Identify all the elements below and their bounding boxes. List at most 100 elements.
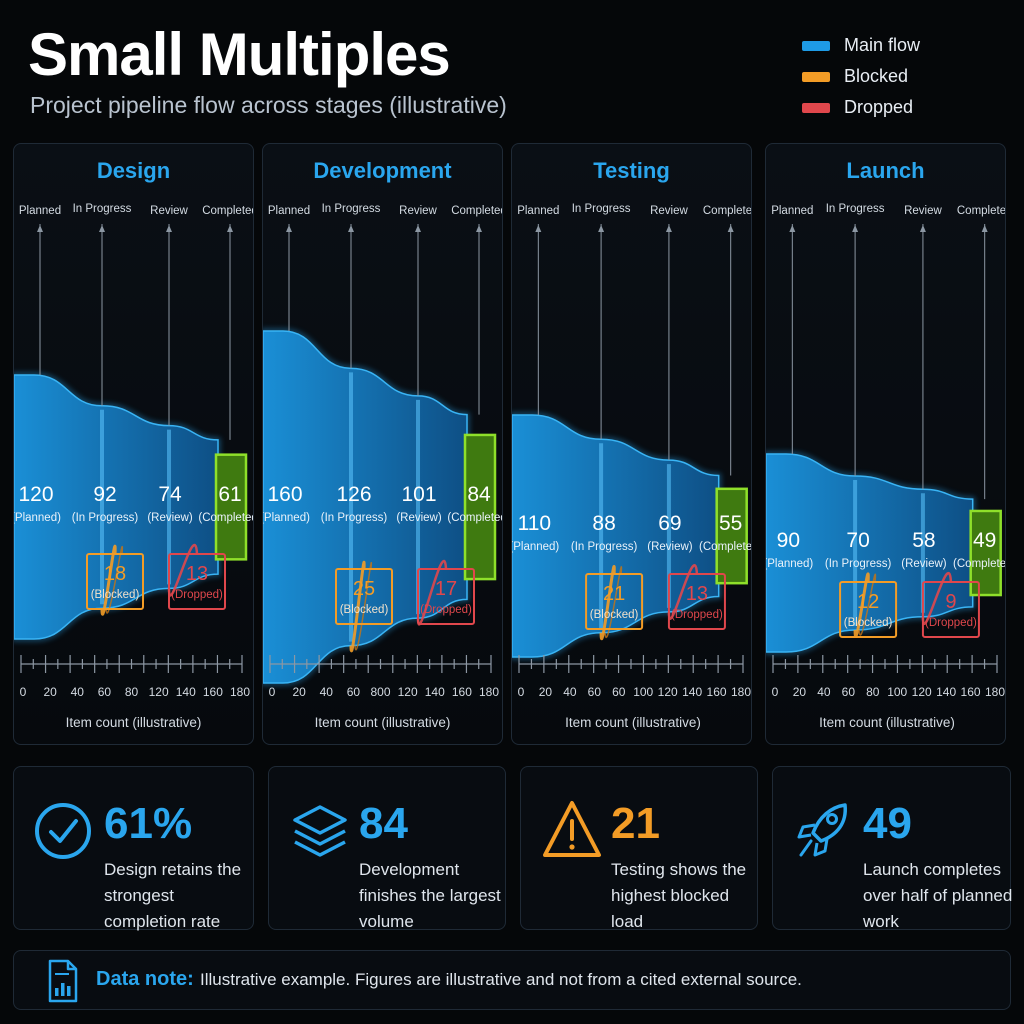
card-value-testing: 21: [611, 799, 660, 848]
stage-value-label-design-1: (In Progress): [72, 512, 139, 524]
x-tick-label-design-7: 160: [203, 685, 223, 699]
stage-value-label-design-3: (Completed): [198, 512, 254, 524]
x-tick-label-launch-5: 100: [887, 685, 907, 699]
legend-label-blocked: Blocked: [844, 66, 909, 86]
stage-label-design-0: Planned: [19, 205, 61, 217]
flow-chart-launch: Planned In Progress Review Completed90(Plan…: [766, 203, 1006, 730]
x-tick-label-launch-1: 20: [793, 685, 807, 699]
legend-item-main: Main flow: [802, 30, 920, 61]
stage-value-label-design-2: (Review): [147, 512, 193, 524]
blocked-value-design: 18: [104, 563, 126, 585]
legend-swatch-dropped: [802, 102, 830, 113]
stage-label-launch-2: Review: [904, 205, 942, 217]
x-tick-label-development-4: 800: [370, 685, 390, 699]
stage-value-development-0: 160: [267, 483, 302, 506]
dropped-flow-testing: [667, 564, 699, 620]
blocked-box-design: [86, 553, 144, 610]
stage-label-development-1: In Progress: [322, 203, 381, 215]
stage-value-design-1: 92: [93, 483, 116, 506]
stage-label-development-2: Review: [399, 205, 437, 217]
x-axis-label-testing: Item count (illustrative): [565, 715, 701, 730]
x-axis-label-launch: Item count (illustrative): [819, 715, 955, 730]
x-tick-label-launch-8: 160: [961, 685, 981, 699]
warning-icon: [543, 801, 601, 857]
dropped-value-design: 13: [186, 563, 208, 585]
data-note-text: Illustrative example. Figures are illust…: [200, 970, 802, 989]
legend-label-dropped: Dropped: [844, 97, 914, 117]
panel-testing: Planned In Progress Review Completed 110 (Pla…: [511, 143, 752, 745]
stage-arrow-testing-3: [727, 225, 734, 232]
blocked-label-testing: (Blocked): [590, 609, 639, 621]
x-tick-label-design-6: 140: [176, 685, 196, 699]
dropped-box-design: [168, 553, 226, 610]
stage-value-label-launch-2: (Review): [901, 558, 947, 570]
blocked-value-launch: 12: [857, 591, 879, 613]
dropped-flow-launch: [921, 571, 953, 626]
dropped-label-testing: (Dropped): [671, 609, 723, 621]
stage-value-design-2: 74: [158, 483, 182, 506]
blocked-flow-development: [349, 560, 366, 653]
blocked-value-development: 25: [353, 578, 375, 600]
page-subtitle: Project pipeline flow across stages (ill…: [30, 92, 507, 118]
stage-value-launch-3: 49: [973, 529, 996, 552]
layers-icon: [293, 805, 347, 857]
panel-title-launch: Launch: [846, 158, 925, 183]
x-tick-label-design-5: 120: [149, 685, 169, 699]
main-flow-band-development: [263, 330, 468, 684]
stage-value-label-testing-0: (Planned): [512, 541, 559, 553]
data-note-label: Data note:: [96, 968, 194, 990]
x-tick-label-development-7: 160: [452, 685, 472, 699]
stage-value-testing-3: 55: [719, 512, 742, 535]
dropped-box-testing: [667, 573, 726, 630]
stage-value-label-testing-3: (Completed): [699, 541, 752, 553]
x-tick-label-launch-0: 0: [772, 685, 779, 699]
x-tick-label-launch-2: 40: [817, 685, 831, 699]
x-tick-label-design-0: 0: [20, 685, 27, 699]
panel-title-design: Design: [96, 158, 171, 183]
stage-arrow-development-0: [286, 225, 292, 232]
stage-arrow-design-3: [227, 225, 233, 232]
x-axis-label-development: Item count (illustrative): [315, 715, 451, 730]
stage-value-label-development-2: (Review): [396, 512, 442, 524]
stage-label-testing-1: In Progress: [572, 203, 631, 215]
x-tick-label-testing-0: 0: [518, 685, 525, 699]
blocked-box-testing: [585, 573, 644, 630]
x-tick-label-launch-9: 180: [985, 685, 1005, 699]
card-launch: 49 Launch completes over half of planned…: [772, 766, 1012, 931]
x-tick-label-testing-4: 60: [612, 685, 626, 699]
dropped-value-testing: 13: [686, 583, 708, 605]
stage-arrow-testing-1: [598, 225, 605, 232]
card-testing: 21 Testing shows the highest blocked loa…: [520, 766, 758, 931]
x-tick-label-testing-7: 140: [682, 685, 702, 699]
stage-value-launch-2: 58: [912, 529, 935, 552]
card-text-development: Development finishes the largest volume: [359, 860, 501, 931]
stage-value-label-development-3: (Completed): [447, 512, 503, 524]
stage-label-launch-0: Planned: [771, 205, 813, 217]
legend: Main flow Blocked Dropped: [802, 30, 920, 123]
stage-arrow-design-1: [99, 225, 105, 232]
x-tick-label-development-0: 0: [269, 685, 276, 699]
stage-arrow-launch-1: [852, 225, 859, 232]
legend-item-dropped: Dropped: [802, 92, 920, 123]
stage-value-launch-0: 90: [777, 529, 800, 552]
stage-value-testing-2: 69: [658, 512, 681, 535]
document-chart-icon: [48, 959, 78, 1003]
stage-value-development-3: 84: [467, 483, 491, 506]
stage-arrow-launch-2: [919, 225, 926, 232]
blocked-flow-edge-testing: [604, 566, 623, 638]
card-value-launch: 49: [863, 799, 912, 848]
blocked-label-design: (Blocked): [91, 589, 140, 601]
stage-arrow-design-2: [166, 225, 172, 232]
stage-label-launch-3: Completed: [957, 205, 1006, 217]
stage-value-label-testing-2: (Review): [647, 541, 693, 553]
stage-arrow-design-0: [37, 225, 43, 232]
dropped-label-design: (Dropped): [171, 589, 223, 601]
card-value-development: 84: [359, 799, 408, 848]
x-tick-label-design-4: 80: [125, 685, 139, 699]
stage-value-testing-0: 110: [518, 512, 551, 535]
card-value-design: 61%: [104, 799, 193, 848]
summary-cards: 61% Design retains the strongest complet…: [13, 766, 1012, 931]
blocked-flow-testing: [599, 564, 616, 641]
dropped-flow-design: [167, 543, 199, 597]
x-tick-label-testing-5: 100: [633, 685, 653, 699]
